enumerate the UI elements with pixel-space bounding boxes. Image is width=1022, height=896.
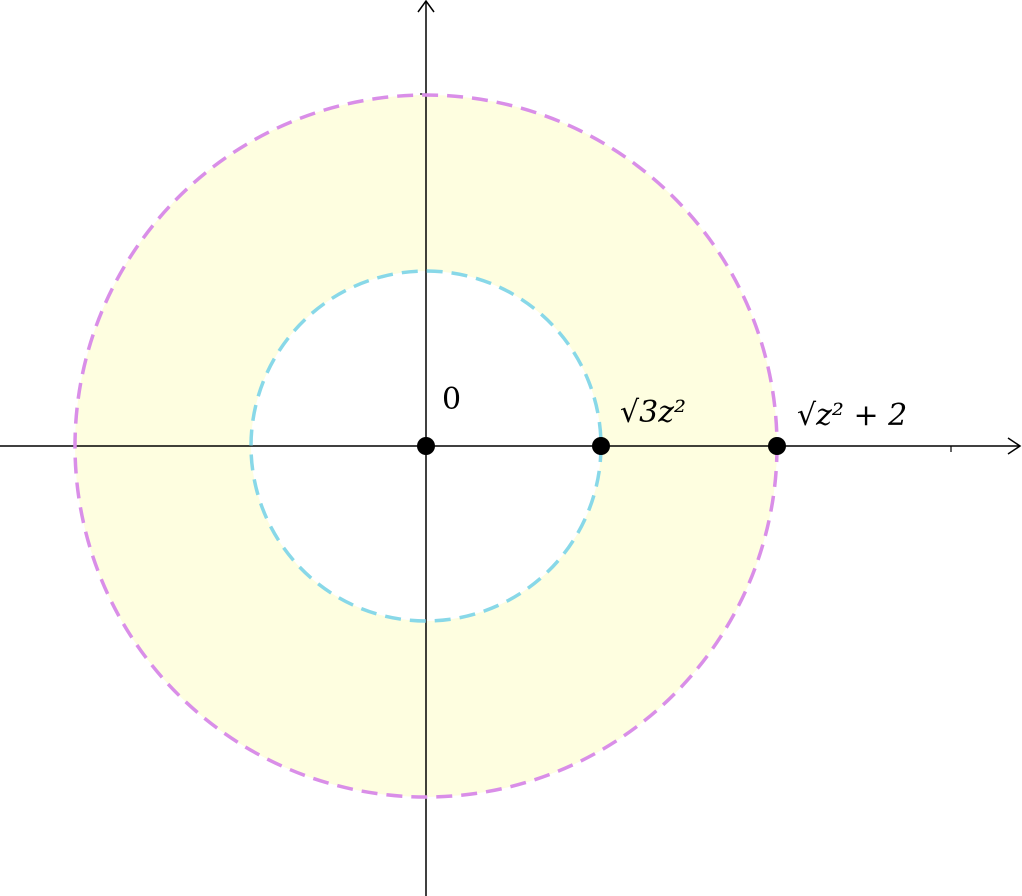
x-arrow bbox=[1007, 437, 1022, 455]
point-label: 0 bbox=[442, 382, 461, 417]
point bbox=[417, 437, 435, 455]
point bbox=[768, 437, 786, 455]
y-arrow bbox=[417, 0, 435, 13]
point-label: √z² + 2 bbox=[797, 398, 907, 433]
point bbox=[592, 437, 610, 455]
annulus bbox=[75, 95, 777, 797]
point-label: √3z² bbox=[620, 395, 686, 430]
